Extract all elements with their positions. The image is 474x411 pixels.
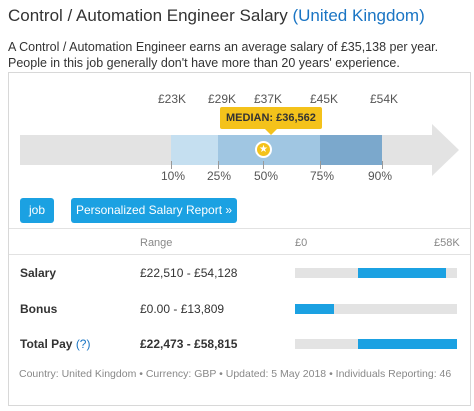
median-badge: MEDIAN: £36,562 — [220, 107, 322, 135]
salary-mark-75: £45K — [309, 92, 339, 106]
segment-10-25 — [171, 135, 218, 165]
row-range-bonus: £0.00 - £13,809 — [140, 302, 225, 316]
tick-25 — [218, 161, 219, 169]
salary-mark-50: £37K — [253, 92, 283, 106]
tick-75 — [320, 161, 321, 169]
range-track-salary — [295, 268, 457, 278]
header-divider — [9, 254, 470, 255]
percentile-50: 50% — [253, 169, 279, 183]
row-label-salary: Salary — [20, 266, 57, 280]
range-column-header: Range — [140, 237, 173, 249]
row-label-total-pay: Total Pay (?) — [20, 337, 90, 351]
job-button[interactable]: job — [20, 198, 54, 223]
salary-mark-90: £54K — [369, 92, 399, 106]
row-range-salary: £22,510 - £54,128 — [140, 266, 238, 280]
row-label-total-pay-text: Total Pay — [20, 337, 73, 351]
salary-mark-25: £29K — [207, 92, 237, 106]
percentile-25: 25% — [206, 169, 232, 183]
section-divider — [9, 228, 470, 229]
salary-description: A Control / Automation Engineer earns an… — [8, 40, 439, 70]
segment-75-90 — [320, 135, 382, 165]
range-fill-salary — [357, 268, 447, 278]
total-pay-help-link[interactable]: (?) — [75, 337, 91, 351]
percentile-90: 90% — [367, 169, 393, 183]
range-track-total-pay — [295, 339, 457, 349]
location-link[interactable]: (United Kingdom) — [292, 6, 425, 25]
range-track-bonus — [295, 304, 457, 314]
salary-card: £23K £29K £37K £45K £54K MEDIAN: £36,562… — [8, 72, 471, 406]
page-title: Control / Automation Engineer Salary (Un… — [8, 6, 425, 26]
page-title-text: Control / Automation Engineer Salary — [8, 6, 288, 25]
percentile-10: 10% — [160, 169, 186, 183]
range-fill-bonus — [295, 304, 334, 314]
distribution-arrow-head — [432, 124, 459, 176]
tick-10 — [171, 161, 172, 169]
row-label-bonus: Bonus — [20, 302, 58, 316]
axis-max-label: £58K — [434, 237, 460, 249]
salary-report-button[interactable]: Personalized Salary Report » — [71, 198, 237, 223]
axis-min-label: £0 — [295, 237, 308, 249]
row-range-total-pay: £22,473 - £58,815 — [140, 337, 238, 351]
salary-mark-10: £23K — [157, 92, 187, 106]
median-star-icon: ★ — [255, 141, 272, 158]
tick-50 — [263, 161, 264, 169]
tick-90 — [382, 161, 383, 169]
percentile-75: 75% — [309, 169, 335, 183]
range-fill-total-pay — [357, 339, 457, 349]
salary-footer: Country: United Kingdom • Currency: GBP … — [19, 368, 452, 380]
